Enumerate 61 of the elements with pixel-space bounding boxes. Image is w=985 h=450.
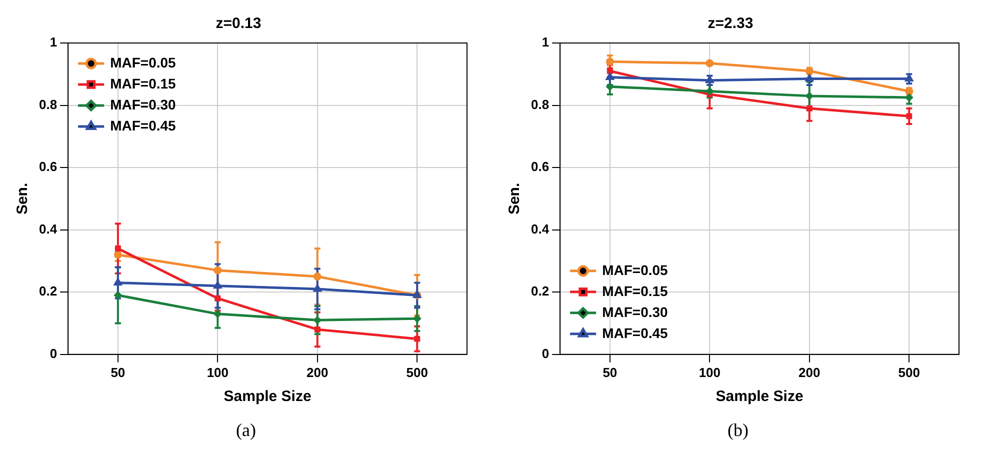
x-axis-title: Sample Size: [716, 388, 804, 406]
point: [805, 74, 814, 82]
point: [905, 93, 914, 102]
chart-title: z=0.13: [216, 15, 262, 32]
y-tick-label: 0: [542, 346, 550, 361]
y-axis-title: Sen.: [506, 182, 524, 215]
point: [214, 266, 222, 274]
x-tick-label: 100: [698, 364, 721, 380]
legend-label: MAF=0.05: [602, 262, 668, 278]
point: [806, 105, 812, 112]
text: (a): [235, 420, 257, 441]
y-tick-label: 0.6: [530, 159, 550, 174]
point: [213, 280, 222, 289]
legend-label: MAF=0.15: [602, 282, 668, 299]
point: [904, 74, 914, 82]
text: (b): [726, 420, 750, 441]
point: [313, 272, 322, 281]
y-tick-label: 0.2: [38, 284, 58, 299]
point: [706, 87, 714, 96]
y-tick-label: 0.2: [530, 284, 550, 299]
x-tick-label: 200: [306, 364, 328, 380]
point: [606, 58, 614, 66]
y-tick-label: 0.4: [530, 221, 550, 236]
x-tick-label: 200: [798, 364, 820, 380]
x-tick-label: 500: [406, 364, 428, 380]
chart-title: z=2.33: [708, 15, 754, 32]
legend-label: MAF=0.15: [110, 75, 176, 92]
x-tick-label: 50: [602, 364, 618, 380]
y-tick-label: 0.8: [38, 96, 58, 112]
y-tick-label: 1: [50, 34, 58, 50]
x-tick-label: 50: [110, 364, 126, 380]
point: [606, 82, 614, 91]
point: [413, 314, 422, 323]
point: [114, 250, 122, 259]
y-tick-label: 0.8: [530, 96, 550, 112]
point: [414, 336, 420, 342]
legend-label: MAF=0.05: [110, 54, 176, 70]
point: [114, 278, 122, 286]
point: [805, 92, 814, 100]
y-tick-label: 0.6: [38, 159, 58, 174]
y-tick-label: 1: [542, 34, 550, 50]
point: [606, 68, 613, 74]
point: [606, 72, 614, 80]
point: [313, 316, 322, 324]
y-axis-title: Sen.: [14, 182, 32, 215]
point: [214, 310, 222, 318]
x-tick-label: 100: [206, 364, 229, 380]
legend-label: MAF=0.45: [602, 324, 668, 341]
point: [313, 284, 322, 292]
legend-label: MAF=0.30: [602, 304, 668, 320]
point: [314, 326, 320, 332]
legend-label: MAF=0.45: [110, 117, 176, 134]
point: [114, 246, 121, 252]
x-tick-label: 500: [898, 364, 920, 380]
x-axis-title: Sample Size: [224, 388, 312, 406]
point: [114, 291, 122, 300]
point: [214, 295, 221, 302]
y-tick-label: 0: [50, 346, 58, 361]
legend-label: MAF=0.30: [110, 96, 176, 112]
y-tick-label: 0.4: [38, 221, 58, 236]
point: [906, 113, 912, 120]
